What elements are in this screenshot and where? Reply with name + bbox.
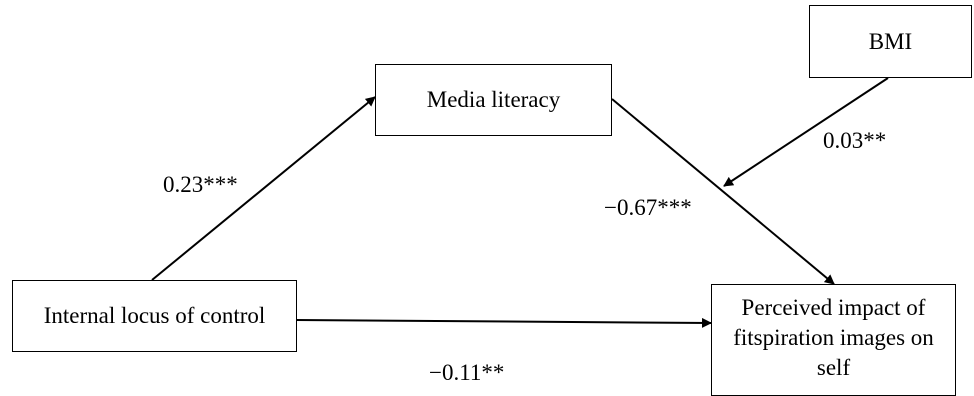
node-media-literacy: Media literacy [375,64,612,136]
node-media-literacy-label: Media literacy [426,87,561,112]
arrow-bmi-moderation [723,77,889,187]
arrow-locus-to-media [151,96,376,281]
node-perceived-impact-label: Perceived impact of fitspiration images … [733,295,934,380]
path-arrows [151,77,889,328]
node-bmi-label: BMI [868,28,913,54]
coef-media-to-impact: −0.67*** [604,195,692,220]
coef-locus-to-impact: −0.11** [429,360,505,385]
node-bmi: BMI [809,5,972,78]
node-internal-locus: Internal locus of control [12,280,297,352]
node-internal-locus-label: Internal locus of control [43,303,266,328]
arrow-locus-to-impact [295,317,712,328]
coef-locus-to-media: 0.23*** [163,172,238,197]
mediation-diagram: BMI Media literacy Internal locus of con… [12,5,972,396]
arrow-media-to-impact [611,98,835,285]
coef-bmi-moderation: 0.03** [823,128,887,153]
node-perceived-impact: Perceived impact of fitspiration images … [711,284,956,396]
